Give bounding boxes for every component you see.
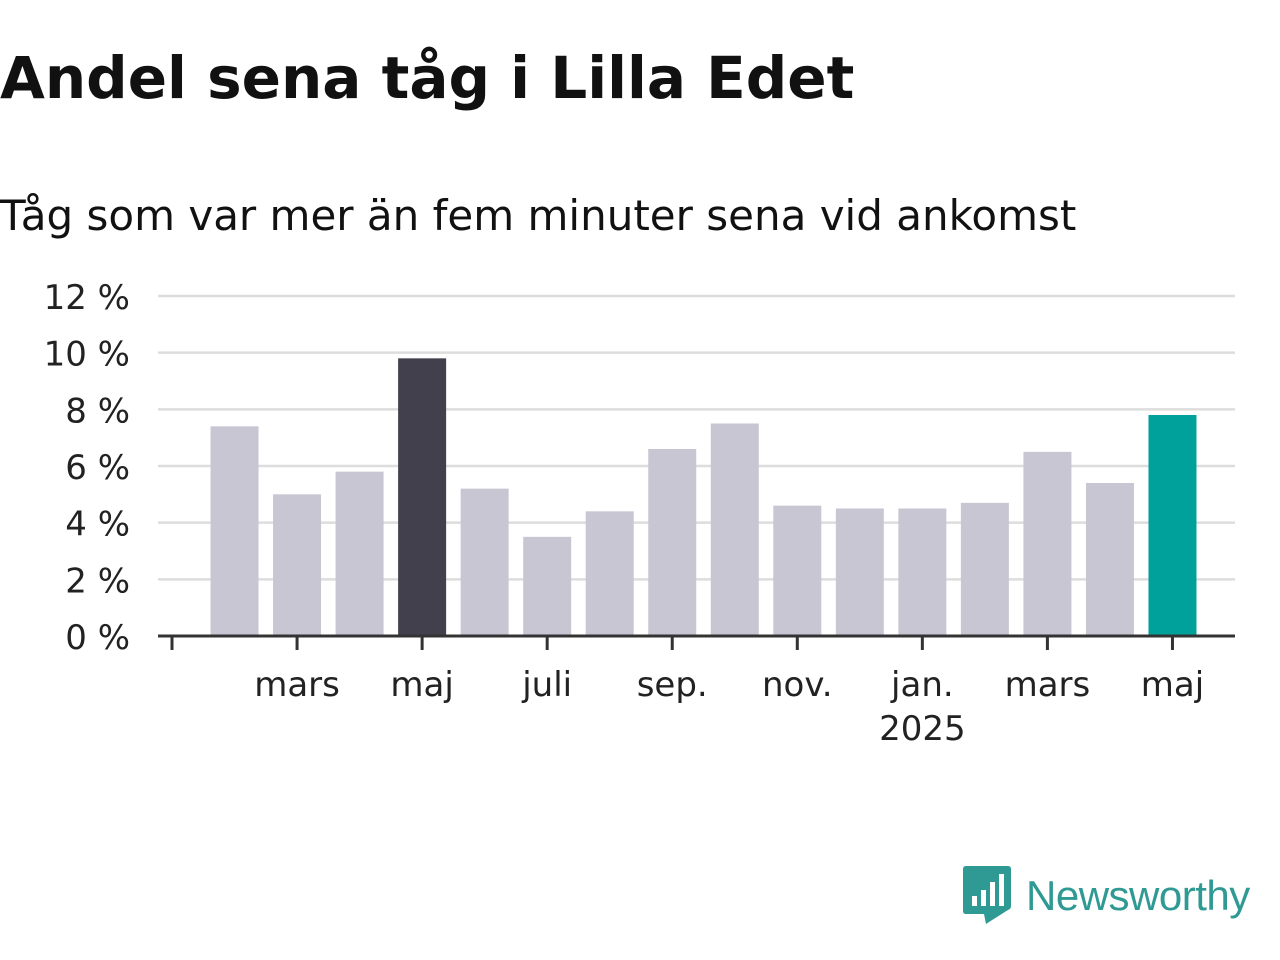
bar-2025-05	[1148, 415, 1197, 636]
x-tick-label: jan.	[890, 665, 954, 705]
bar-2024-07	[523, 536, 572, 636]
x-tick-label: juli	[521, 665, 572, 705]
bars	[210, 358, 1197, 636]
bar-2025-01	[898, 508, 947, 636]
y-tick-label: 8 %	[65, 391, 130, 431]
chart-subtitle: Tåg som var mer än fem minuter sena vid …	[0, 191, 1077, 240]
x-axis	[158, 634, 1235, 650]
bar-chart: 0 % 2 % 4 % 6 % 8 % 10 % 12 % mars maj juli sep. n…	[44, 278, 1235, 749]
bar-2024-03	[273, 494, 322, 636]
y-tick-label: 12 %	[44, 278, 130, 318]
x-tick-label: maj	[390, 665, 453, 705]
newsworthy-logo-icon	[962, 864, 1012, 928]
y-tick-label: 6 %	[65, 448, 130, 488]
bar-2024-08	[585, 511, 634, 636]
newsworthy-logo-text: Newsworthy	[1026, 872, 1250, 919]
x-tick-label: mars	[1005, 665, 1091, 705]
x-tick-label: maj	[1141, 665, 1204, 705]
bar-2024-10	[710, 423, 759, 636]
y-tick-label: 10 %	[44, 335, 130, 375]
bar-2024-02	[210, 426, 259, 636]
bar-2025-02	[960, 502, 1009, 636]
y-tick-label: 2 %	[65, 561, 130, 601]
x-tick-label: nov.	[762, 665, 833, 705]
x-axis-labels: mars maj juli sep. nov. jan.2025 mars maj	[254, 665, 1204, 749]
bar-2024-06	[460, 488, 509, 636]
bar-2024-05	[398, 358, 447, 636]
y-axis-labels: 0 % 2 % 4 % 6 % 8 % 10 % 12 %	[44, 278, 130, 658]
bar-2025-03	[1023, 451, 1072, 636]
bar-2025-04	[1085, 483, 1134, 636]
bar-2024-09	[648, 449, 697, 636]
bar-2024-04	[335, 471, 384, 636]
newsworthy-logo[interactable]: Newsworthy	[962, 864, 1250, 928]
bar-2024-11	[773, 505, 822, 636]
chart-title: Andel sena tåg i Lilla Edet	[0, 44, 855, 112]
x-tick-sublabel: 2025	[879, 709, 966, 749]
x-tick-label: mars	[254, 665, 340, 705]
bar-2024-12	[835, 508, 884, 636]
y-tick-label: 0 %	[65, 618, 130, 658]
y-tick-label: 4 %	[65, 505, 130, 545]
x-tick-label: sep.	[637, 665, 708, 705]
